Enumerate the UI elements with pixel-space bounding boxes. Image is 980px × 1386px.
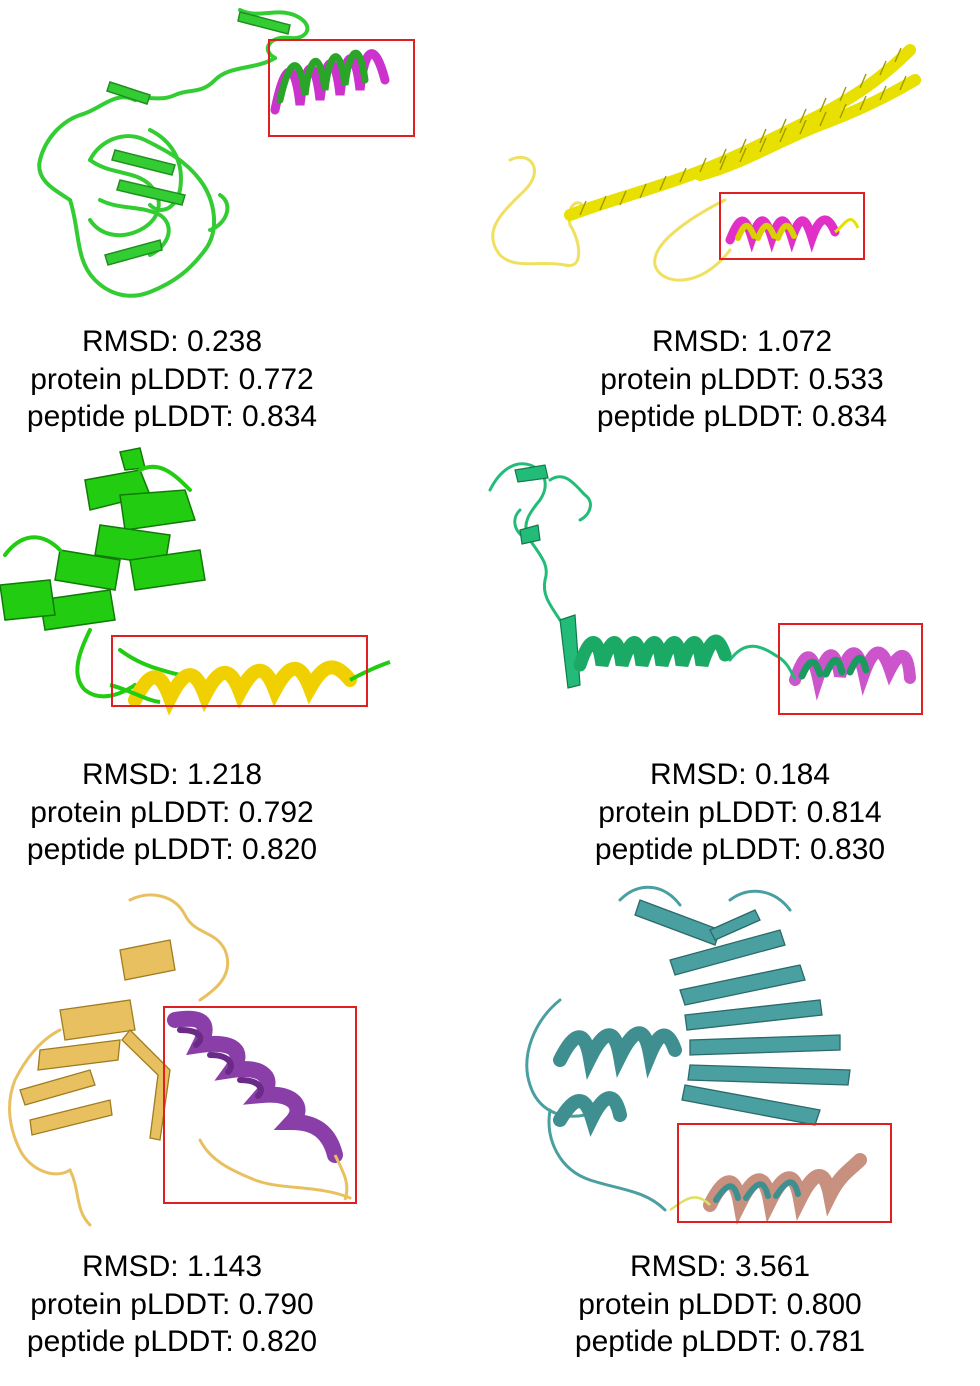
highlight-box — [268, 39, 415, 137]
peptide-plddt-label: peptide pLDDT: 0.830 — [594, 833, 886, 866]
structure-panel-3 — [0, 440, 490, 740]
highlight-box — [778, 623, 923, 715]
protein-plddt-label: protein pLDDT: 0.814 — [598, 795, 882, 829]
rmsd-label: RMSD: 0.184 — [649, 758, 831, 791]
protein-plddt-label: protein pLDDT: 0.772 — [30, 362, 314, 396]
protein-plddt-label: protein pLDDT: 0.533 — [600, 362, 884, 396]
structure-panel-2 — [490, 0, 980, 320]
panel-3-caption: RMSD: 1.218 protein pLDDT: 0.792 peptide… — [0, 756, 382, 869]
protein-plddt-label: protein pLDDT: 0.800 — [578, 1287, 862, 1321]
protein-plddt-label: protein pLDDT: 0.792 — [30, 795, 314, 829]
rmsd-label: RMSD: 1.143 — [81, 1250, 263, 1283]
structure-panel-6 — [490, 870, 980, 1240]
structure-panel-1 — [0, 0, 490, 320]
protein-structure-icon — [37, 8, 415, 298]
panel-5-caption: RMSD: 1.143 protein pLDDT: 0.790 peptide… — [0, 1248, 382, 1361]
protein-structure-icon — [525, 885, 892, 1225]
structure-panel-4 — [488, 440, 980, 740]
protein-structure-icon — [0, 447, 391, 716]
rmsd-label: RMSD: 1.218 — [81, 758, 263, 791]
peptide-plddt-label: peptide pLDDT: 0.834 — [26, 400, 318, 433]
peptide-plddt-label: peptide pLDDT: 0.781 — [574, 1325, 866, 1358]
panel-6-caption: RMSD: 3.561 protein pLDDT: 0.800 peptide… — [510, 1248, 930, 1361]
highlight-box — [719, 192, 865, 260]
highlight-box — [677, 1123, 892, 1223]
peptide-plddt-label: peptide pLDDT: 0.820 — [26, 833, 318, 866]
protein-structure-icon — [488, 462, 923, 715]
panel-4-caption: RMSD: 0.184 protein pLDDT: 0.814 peptide… — [530, 756, 950, 869]
rmsd-label: RMSD: 0.238 — [81, 325, 263, 358]
structure-panel-5 — [0, 880, 490, 1240]
highlight-box — [111, 635, 368, 707]
peptide-plddt-label: peptide pLDDT: 0.820 — [26, 1325, 318, 1358]
panel-1-caption: RMSD: 0.238 protein pLDDT: 0.772 peptide… — [0, 323, 382, 436]
protein-structure-icon — [8, 893, 357, 1227]
panel-2-caption: RMSD: 1.072 protein pLDDT: 0.533 peptide… — [532, 323, 952, 436]
protein-structure-icon — [491, 44, 921, 282]
protein-plddt-label: protein pLDDT: 0.790 — [30, 1287, 314, 1321]
highlight-box — [163, 1006, 357, 1204]
rmsd-label: RMSD: 3.561 — [629, 1250, 811, 1283]
peptide-plddt-label: peptide pLDDT: 0.834 — [596, 400, 888, 433]
rmsd-label: RMSD: 1.072 — [651, 325, 833, 358]
